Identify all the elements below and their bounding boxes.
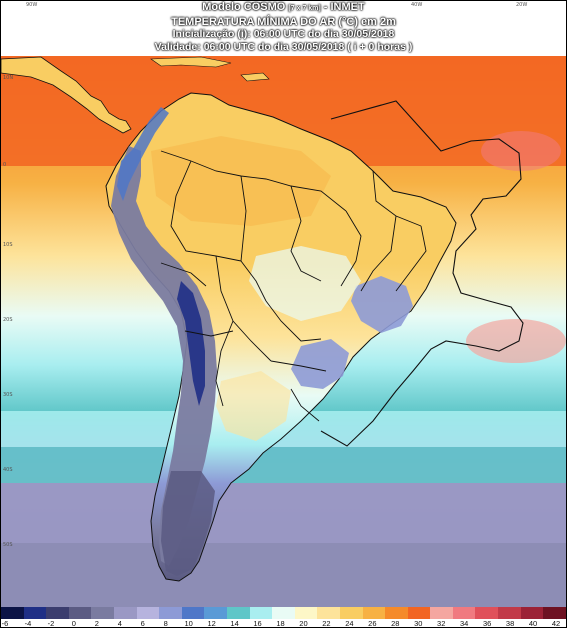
color-scale-tick-label: 8 (163, 619, 168, 628)
color-swatch (204, 607, 227, 619)
color-swatch (452, 607, 476, 619)
color-swatch (430, 607, 453, 619)
color-scale-swatches (1, 607, 566, 619)
color-scale-tick-label: 36 (482, 619, 492, 628)
patagonia-cold (161, 471, 215, 576)
color-swatch (159, 607, 182, 619)
color-scale-tick-label: 14 (230, 619, 239, 628)
color-scale-tick-label: 24 (345, 619, 354, 628)
color-swatch (113, 607, 137, 619)
grid-label-lat-10s: 10S (3, 242, 13, 248)
amazon-warm (151, 136, 331, 226)
color-scale-tick-label: 16 (253, 619, 262, 628)
central-brazil-mild (249, 246, 361, 321)
color-scale-tick-label: 18 (276, 619, 285, 628)
color-scale-tick-label: -6 (1, 619, 9, 628)
grid-label-lat-0: 0 (3, 162, 6, 168)
color-scale-ticks: -6 -4 -2 0 2 4 6 8 10 12 14 16 18 20 22 24 26 28 30 32 34 36 3… (1, 619, 566, 628)
grid-label-lon-20w: 20W (516, 2, 527, 8)
southern-plains-mild (216, 371, 291, 441)
warm-patch-east (466, 319, 566, 363)
political-borders (160, 150, 427, 422)
color-swatch (68, 607, 92, 619)
color-swatch (543, 607, 566, 619)
model-title-line: Modelo COSMO [7 x 7 km] - INMET (0, 1, 567, 16)
southeast-brazil-cold (351, 276, 413, 333)
color-swatch (385, 607, 408, 619)
warm-patch-northeast (481, 131, 561, 171)
color-swatch (475, 607, 499, 619)
color-scale-tick-label: 38 (505, 619, 515, 628)
color-scale-tick-label: 22 (322, 619, 331, 628)
color-scale-tick-label: 32 (437, 619, 446, 628)
color-swatch (520, 607, 544, 619)
color-swatch (294, 607, 318, 619)
caribbean-islands (150, 56, 270, 82)
maritime-area-outline (320, 100, 524, 447)
color-swatch (498, 607, 521, 619)
color-swatch (136, 607, 160, 619)
central-america-land (1, 56, 132, 134)
color-swatch (317, 607, 340, 619)
andes-cold-ridge (111, 146, 217, 566)
color-swatch (226, 607, 250, 619)
grid-label-lat-30s: 30S (3, 392, 13, 398)
color-swatch (339, 607, 363, 619)
color-scale-tick-label: 20 (299, 619, 308, 628)
grid-label-lat-10n: 10N (3, 75, 13, 81)
color-scale-tick-label: 4 (117, 619, 122, 628)
color-swatch (272, 607, 295, 619)
color-scale-tick-label: 26 (368, 619, 377, 628)
model-resolution: [7 x 7 km] (288, 5, 321, 12)
grid-label-lat-40s: 40S (3, 467, 13, 473)
color-swatch (249, 607, 273, 619)
color-scale-tick-label: 12 (207, 619, 216, 628)
header-band (1, 1, 566, 56)
validity-line: Validade: 06:00 UTC do dia 30/05/2018 ( … (154, 40, 413, 53)
color-swatch (407, 607, 431, 619)
cold-band-3 (1, 483, 566, 543)
andes-north-cold (117, 107, 169, 201)
color-swatch (362, 607, 386, 619)
color-scale-bar: -6 -4 -2 0 2 4 6 8 10 12 14 16 18 20 22 24 26 28 30 32 34 36 3… (1, 607, 566, 628)
color-swatch (23, 607, 47, 619)
grid-label-lon-40w: 40W (411, 2, 422, 8)
color-scale-tick-label: -2 (47, 619, 55, 628)
color-swatch (91, 607, 114, 619)
cold-band-2 (1, 447, 566, 483)
color-scale-tick-label: 10 (184, 619, 193, 628)
map-header: Modelo COSMO [7 x 7 km] - INMET TEMPERAT… (0, 0, 567, 53)
color-swatch (181, 607, 205, 619)
color-scale-tick-label: -4 (24, 619, 32, 628)
color-scale-tick-label: 30 (414, 619, 423, 628)
variable-title: TEMPERATURA MÍNIMA DO AR (°C) em 2m (171, 15, 396, 28)
model-agency: - INMET (323, 1, 365, 13)
color-swatch (1, 607, 24, 619)
model-title: Modelo COSMO (202, 1, 286, 13)
color-scale-tick-label: 34 (459, 619, 469, 628)
grid-label-lat-50s: 50S (3, 542, 13, 548)
color-scale-tick-label: 40 (528, 619, 538, 628)
temperature-map: 90W 60W 40W 20W 10N 0 10S 20S 30S 40S 50… (1, 1, 566, 607)
grid-label-lon-60w: 60W (251, 2, 262, 8)
color-swatch (46, 607, 69, 619)
color-scale-tick-label: 42 (551, 619, 561, 628)
color-scale-tick-label: 6 (140, 619, 145, 628)
south-brazil-cold (291, 339, 349, 389)
color-scale-tick-label: 28 (391, 619, 400, 628)
cold-band-4 (1, 543, 566, 607)
initialization-line: Inicialização (i): 06:00 UTC do dia 30/0… (172, 28, 395, 40)
grid-label-lat-20s: 20S (3, 317, 13, 323)
grid-label-lon-90w: 90W (26, 2, 37, 8)
color-scale-tick-label: 0 (71, 619, 76, 628)
color-scale-tick-label: 2 (94, 619, 99, 628)
andes-coldest-core (177, 281, 205, 406)
